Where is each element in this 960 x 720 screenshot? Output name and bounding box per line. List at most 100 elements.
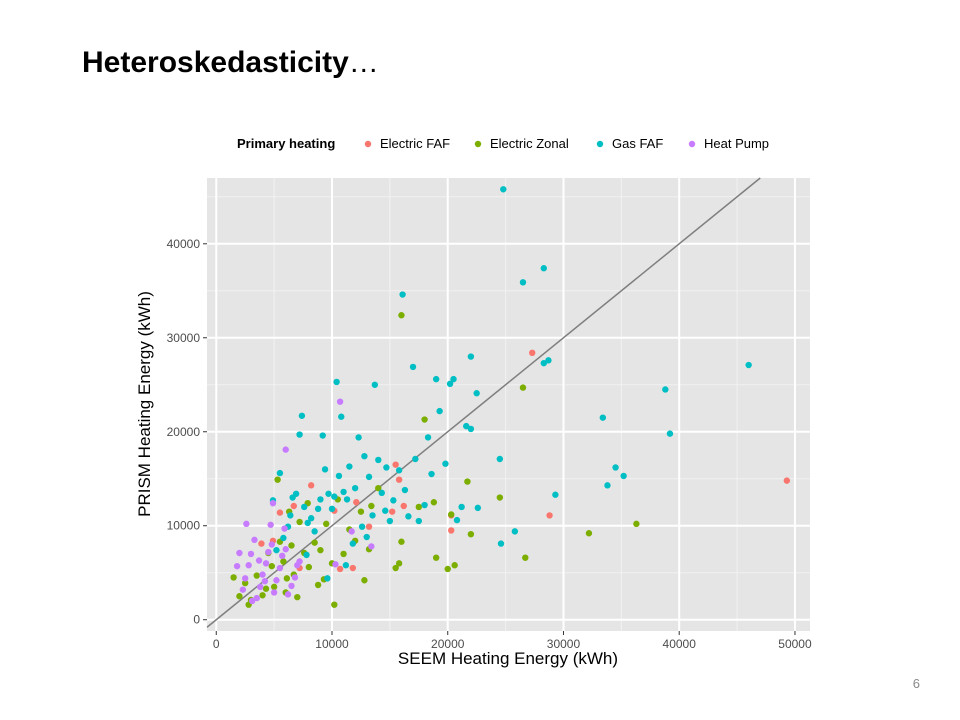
point-electric-zonal [283, 575, 291, 582]
point-heat-pump [233, 562, 241, 570]
point-heat-pump [336, 398, 344, 405]
point-gas-faf [412, 455, 419, 463]
point-gas-faf [383, 464, 390, 471]
point-gas-faf [311, 528, 318, 535]
point-gas-faf [296, 431, 303, 438]
legend-items: Electric FAF Electric Zonal Gas FAF Heat Pu… [364, 136, 769, 151]
point-gas-faf [280, 534, 287, 542]
point-gas-faf [401, 486, 409, 494]
point-heat-pump [281, 525, 288, 532]
legend-key-heat-pump [688, 140, 696, 148]
point-heat-pump [348, 528, 355, 535]
point-heat-pump [241, 575, 249, 582]
point-gas-faf [599, 414, 607, 421]
point-gas-faf [287, 512, 294, 519]
point-gas-faf [335, 472, 343, 480]
point-gas-faf [386, 517, 394, 525]
point-gas-faf [304, 519, 311, 527]
point-gas-faf [496, 455, 504, 463]
point-heat-pump [245, 562, 252, 569]
point-heat-pump [332, 561, 339, 568]
slide-title: Heteroskedasticity… [82, 46, 379, 80]
point-electric-zonal [519, 384, 527, 391]
point-gas-faf [346, 463, 353, 470]
point-electric-zonal [262, 585, 270, 592]
point-electric-faf [336, 565, 344, 573]
point-electric-faf [783, 477, 791, 484]
point-heat-pump [267, 521, 274, 528]
y-tick-label: 30000 [167, 331, 201, 345]
point-gas-faf [301, 503, 308, 511]
legend-key-electric-faf [364, 140, 372, 148]
point-gas-faf [409, 363, 417, 371]
point-electric-zonal [323, 520, 330, 528]
point-gas-faf [378, 489, 385, 497]
point-heat-pump [257, 583, 264, 591]
point-electric-zonal [398, 312, 405, 319]
point-gas-faf [289, 494, 296, 501]
point-gas-faf [307, 515, 315, 522]
point-electric-zonal [317, 546, 324, 554]
point-electric-zonal [392, 564, 399, 572]
point-electric-zonal [241, 579, 249, 587]
point-heat-pump [269, 499, 277, 507]
point-gas-faf [382, 507, 389, 514]
point-electric-zonal [375, 484, 382, 492]
point-gas-faf [612, 464, 619, 471]
point-gas-faf [319, 432, 326, 439]
reference-line-layer [206, 177, 761, 628]
point-gas-faf [390, 497, 397, 504]
point-electric-zonal [296, 518, 303, 526]
point-heat-pump [268, 541, 276, 548]
point-electric-zonal [395, 560, 403, 567]
point-gas-faf [333, 378, 340, 386]
point-gas-faf [666, 430, 674, 437]
point-electric-zonal [432, 554, 440, 561]
point-electric-zonal [259, 592, 266, 599]
point-gas-faf [325, 490, 332, 497]
point-heat-pump [291, 574, 299, 581]
point-heat-pump [276, 564, 284, 572]
point-electric-faf [349, 564, 357, 572]
point-gas-faf [342, 562, 350, 569]
y-axis-title: PRISM Heating Energy (kWh) [135, 291, 154, 517]
point-gas-faf [415, 517, 423, 525]
point-electric-zonal [430, 499, 438, 506]
point-electric-zonal [331, 601, 338, 608]
x-tick-label: 20000 [431, 637, 465, 651]
legend-label-electric-faf: Electric FAF [380, 136, 450, 151]
point-electric-zonal [280, 558, 287, 565]
point-heat-pump [261, 577, 269, 585]
axis-ticks: 0 10000 20000 30000 40000 50000 0 10000 20000 300… [167, 237, 812, 651]
point-electric-zonal [633, 520, 640, 528]
point-heat-pump [259, 571, 266, 578]
point-gas-faf [745, 361, 752, 369]
point-heat-pump [284, 591, 292, 598]
point-electric-zonal [421, 416, 428, 423]
point-gas-faf [351, 484, 359, 492]
reference-line [206, 177, 761, 628]
legend-key-electric-zonal [474, 140, 482, 148]
point-gas-faf [369, 512, 376, 519]
point-heat-pump [265, 548, 272, 556]
point-electric-zonal [288, 542, 295, 549]
point-gas-faf [363, 533, 370, 541]
point-gas-faf [428, 470, 435, 478]
legend-key-gas-faf [596, 140, 604, 148]
point-electric-zonal [357, 508, 365, 515]
point-gas-faf [317, 496, 324, 503]
point-gas-faf [355, 434, 362, 441]
point-gas-faf [473, 390, 480, 397]
point-electric-faf [258, 540, 265, 547]
point-gas-faf [540, 359, 548, 367]
point-electric-zonal [305, 563, 313, 571]
point-heat-pump [255, 557, 263, 564]
point-electric-zonal [311, 539, 318, 546]
point-heat-pump [239, 586, 247, 593]
point-heat-pump [253, 594, 260, 602]
point-gas-faf [349, 540, 357, 547]
point-gas-faf [511, 528, 519, 535]
point-gas-faf [340, 488, 347, 496]
x-tick-label: 0 [213, 637, 220, 651]
